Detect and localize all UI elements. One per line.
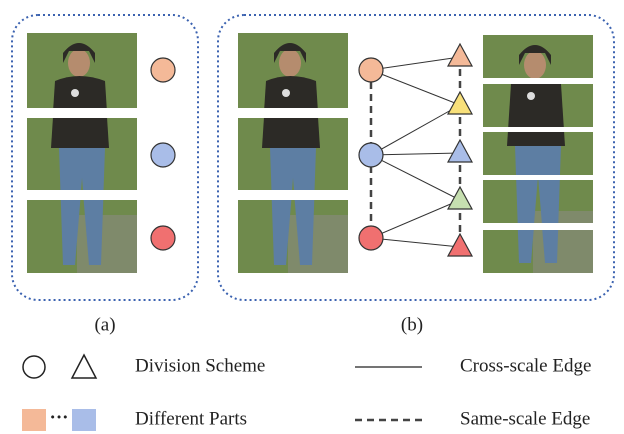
photo-strips (238, 33, 348, 280)
scale-node (359, 58, 383, 82)
panel-label: (b) (401, 314, 423, 335)
legend-triangle (72, 355, 96, 378)
legend-label: Division Scheme (135, 355, 265, 376)
legend-square (72, 409, 96, 431)
scale-node (151, 58, 175, 82)
legend-label: Same-scale Edge (460, 408, 590, 429)
legend-label: Different Parts (135, 408, 247, 429)
legend-label: Cross-scale Edge (460, 355, 591, 376)
scale-node (151, 226, 175, 250)
scale-node (359, 143, 383, 167)
legend-square (22, 409, 46, 431)
photo-strips (27, 33, 137, 280)
photo-strips (483, 35, 593, 278)
scale-node (151, 143, 175, 167)
panel-label: (a) (94, 314, 115, 335)
cross-scale-edges (371, 57, 460, 247)
legend-dots: ··· (49, 407, 68, 428)
legend-circle (23, 356, 45, 378)
diagram: (a) (b) Division Scheme Cross-scale Edge… (0, 0, 624, 434)
scale-node (359, 226, 383, 250)
